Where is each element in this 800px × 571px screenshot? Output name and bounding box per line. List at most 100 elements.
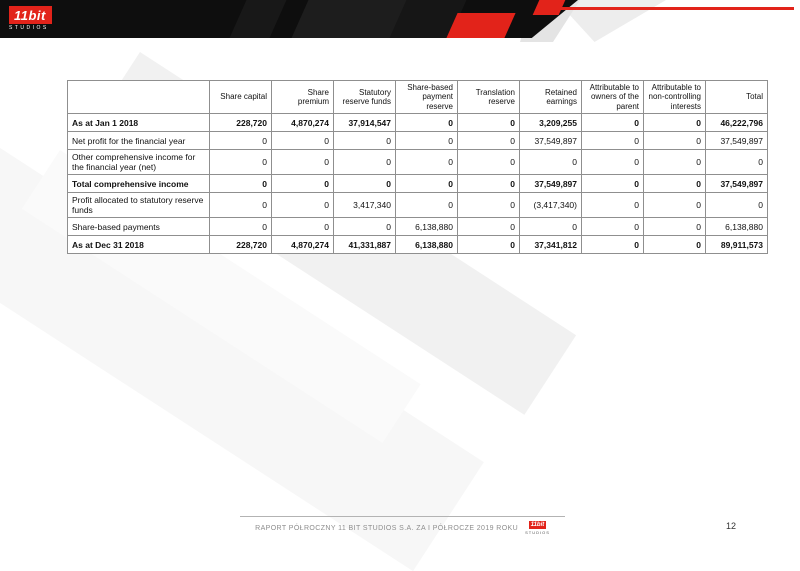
value-cell: 0 xyxy=(209,149,272,176)
column-header: Statutory reserve funds xyxy=(333,79,396,115)
row-label: Share-based payments xyxy=(67,217,210,237)
table-row: Other comprehensive income for the finan… xyxy=(67,149,768,176)
value-cell: 0 xyxy=(395,149,458,176)
value-cell: 0 xyxy=(457,149,520,176)
value-cell: 4,870,274 xyxy=(271,235,334,255)
table-row: Share-based payments 0 0 0 6,138,880 0 0 0 0 6,13… xyxy=(67,217,768,237)
value-cell: 6,138,880 xyxy=(395,235,458,255)
value-cell: 0 xyxy=(209,217,272,237)
table-row: As at Dec 31 2018 228,720 4,870,274 41,331,… xyxy=(67,235,768,255)
company-logo: 11bit studios xyxy=(9,6,52,31)
column-header: Total xyxy=(705,79,768,115)
page-number: 12 xyxy=(725,521,736,531)
footer-report-title: RAPORT PÓŁROCZNY 11 BIT STUDIOS S.A. ZA … xyxy=(255,524,519,532)
footer-logo: 11bit studios xyxy=(525,521,550,535)
logo-subtext: studios xyxy=(9,25,49,31)
banner-facet xyxy=(229,0,287,38)
value-cell: 37,549,897 xyxy=(519,174,582,194)
value-cell: 89,911,573 xyxy=(705,235,768,255)
equity-table: Share capital Share premium Statutory rese… xyxy=(67,79,768,255)
row-label: As at Dec 31 2018 xyxy=(67,235,210,255)
value-cell: 0 xyxy=(271,217,334,237)
value-cell: 228,720 xyxy=(209,113,272,133)
value-cell: 0 xyxy=(395,113,458,133)
logo-text: 11bit xyxy=(9,6,52,24)
table-header-row: Share capital Share premium Statutory rese… xyxy=(67,79,768,115)
value-cell: 0 xyxy=(581,192,644,219)
value-cell: 0 xyxy=(457,174,520,194)
column-header: Share-based payment reserve xyxy=(395,79,458,115)
row-label: Net profit for the financial year xyxy=(67,131,210,151)
value-cell: 0 xyxy=(457,235,520,255)
value-cell: 41,331,887 xyxy=(333,235,396,255)
value-cell: 0 xyxy=(643,174,706,194)
header-banner: 11bit studios xyxy=(0,0,800,42)
value-cell: 0 xyxy=(581,149,644,176)
banner-background xyxy=(0,0,578,38)
value-cell: 0 xyxy=(581,131,644,151)
value-cell: 0 xyxy=(705,149,768,176)
value-cell: 4,870,274 xyxy=(271,113,334,133)
value-cell: 0 xyxy=(581,217,644,237)
table-row: Net profit for the financial year 0 0 0 0 0 37… xyxy=(67,131,768,151)
value-cell: 37,549,897 xyxy=(705,174,768,194)
value-cell: 6,138,880 xyxy=(395,217,458,237)
value-cell: 37,549,897 xyxy=(705,131,768,151)
table-row: Total comprehensive income 0 0 0 0 0 37,549,89… xyxy=(67,174,768,194)
value-cell: 0 xyxy=(581,235,644,255)
value-cell: 228,720 xyxy=(209,235,272,255)
row-label: Total comprehensive income xyxy=(67,174,210,194)
banner-red-accent xyxy=(446,13,516,38)
value-cell: 0 xyxy=(519,149,582,176)
value-cell: 0 xyxy=(271,174,334,194)
table-row: As at Jan 1 2018 228,720 4,870,274 37,914,5… xyxy=(67,113,768,133)
value-cell: 0 xyxy=(643,131,706,151)
value-cell: 46,222,796 xyxy=(705,113,768,133)
row-label: Profit allocated to statutory reserve fu… xyxy=(67,192,210,219)
value-cell: 0 xyxy=(209,192,272,219)
column-header: Retained earnings xyxy=(519,79,582,115)
value-cell: 37,914,547 xyxy=(333,113,396,133)
value-cell: 0 xyxy=(333,131,396,151)
footer-divider xyxy=(240,516,565,517)
value-cell: 0 xyxy=(333,217,396,237)
value-cell: 0 xyxy=(457,131,520,151)
value-cell: 0 xyxy=(519,217,582,237)
row-label: Other comprehensive income for the finan… xyxy=(67,149,210,176)
column-header: Share capital xyxy=(209,79,272,115)
value-cell: 3,417,340 xyxy=(333,192,396,219)
value-cell: 0 xyxy=(333,174,396,194)
column-header: Attributable to owners of the parent xyxy=(581,79,644,115)
column-header: Share premium xyxy=(271,79,334,115)
footer-logo-text: 11bit xyxy=(528,521,547,529)
column-header: Translation reserve xyxy=(457,79,520,115)
value-cell: 0 xyxy=(271,131,334,151)
value-cell: 0 xyxy=(643,192,706,219)
value-cell: 0 xyxy=(643,149,706,176)
value-cell: 0 xyxy=(395,192,458,219)
value-cell: 0 xyxy=(209,174,272,194)
value-cell: 6,138,880 xyxy=(705,217,768,237)
column-header: Attributable to non-controlling interest… xyxy=(643,79,706,115)
value-cell: 0 xyxy=(705,192,768,219)
value-cell: 0 xyxy=(209,131,272,151)
value-cell: 0 xyxy=(457,192,520,219)
value-cell: 0 xyxy=(581,174,644,194)
value-cell: 0 xyxy=(395,131,458,151)
value-cell: 3,209,255 xyxy=(519,113,582,133)
value-cell: 0 xyxy=(457,113,520,133)
value-cell: 0 xyxy=(457,217,520,237)
value-cell: 0 xyxy=(643,235,706,255)
value-cell: 37,549,897 xyxy=(519,131,582,151)
value-cell: 0 xyxy=(643,217,706,237)
table-row: Profit allocated to statutory reserve fu… xyxy=(67,192,768,219)
footer-logo-subtext: studios xyxy=(525,530,550,535)
footer: RAPORT PÓŁROCZNY 11 BIT STUDIOS S.A. ZA … xyxy=(240,521,565,535)
value-cell: 0 xyxy=(643,113,706,133)
value-cell: 0 xyxy=(271,149,334,176)
value-cell: 0 xyxy=(271,192,334,219)
banner-red-line xyxy=(558,7,794,10)
value-cell: 0 xyxy=(333,149,396,176)
value-cell: 37,341,812 xyxy=(519,235,582,255)
row-label-column-header xyxy=(67,79,210,115)
